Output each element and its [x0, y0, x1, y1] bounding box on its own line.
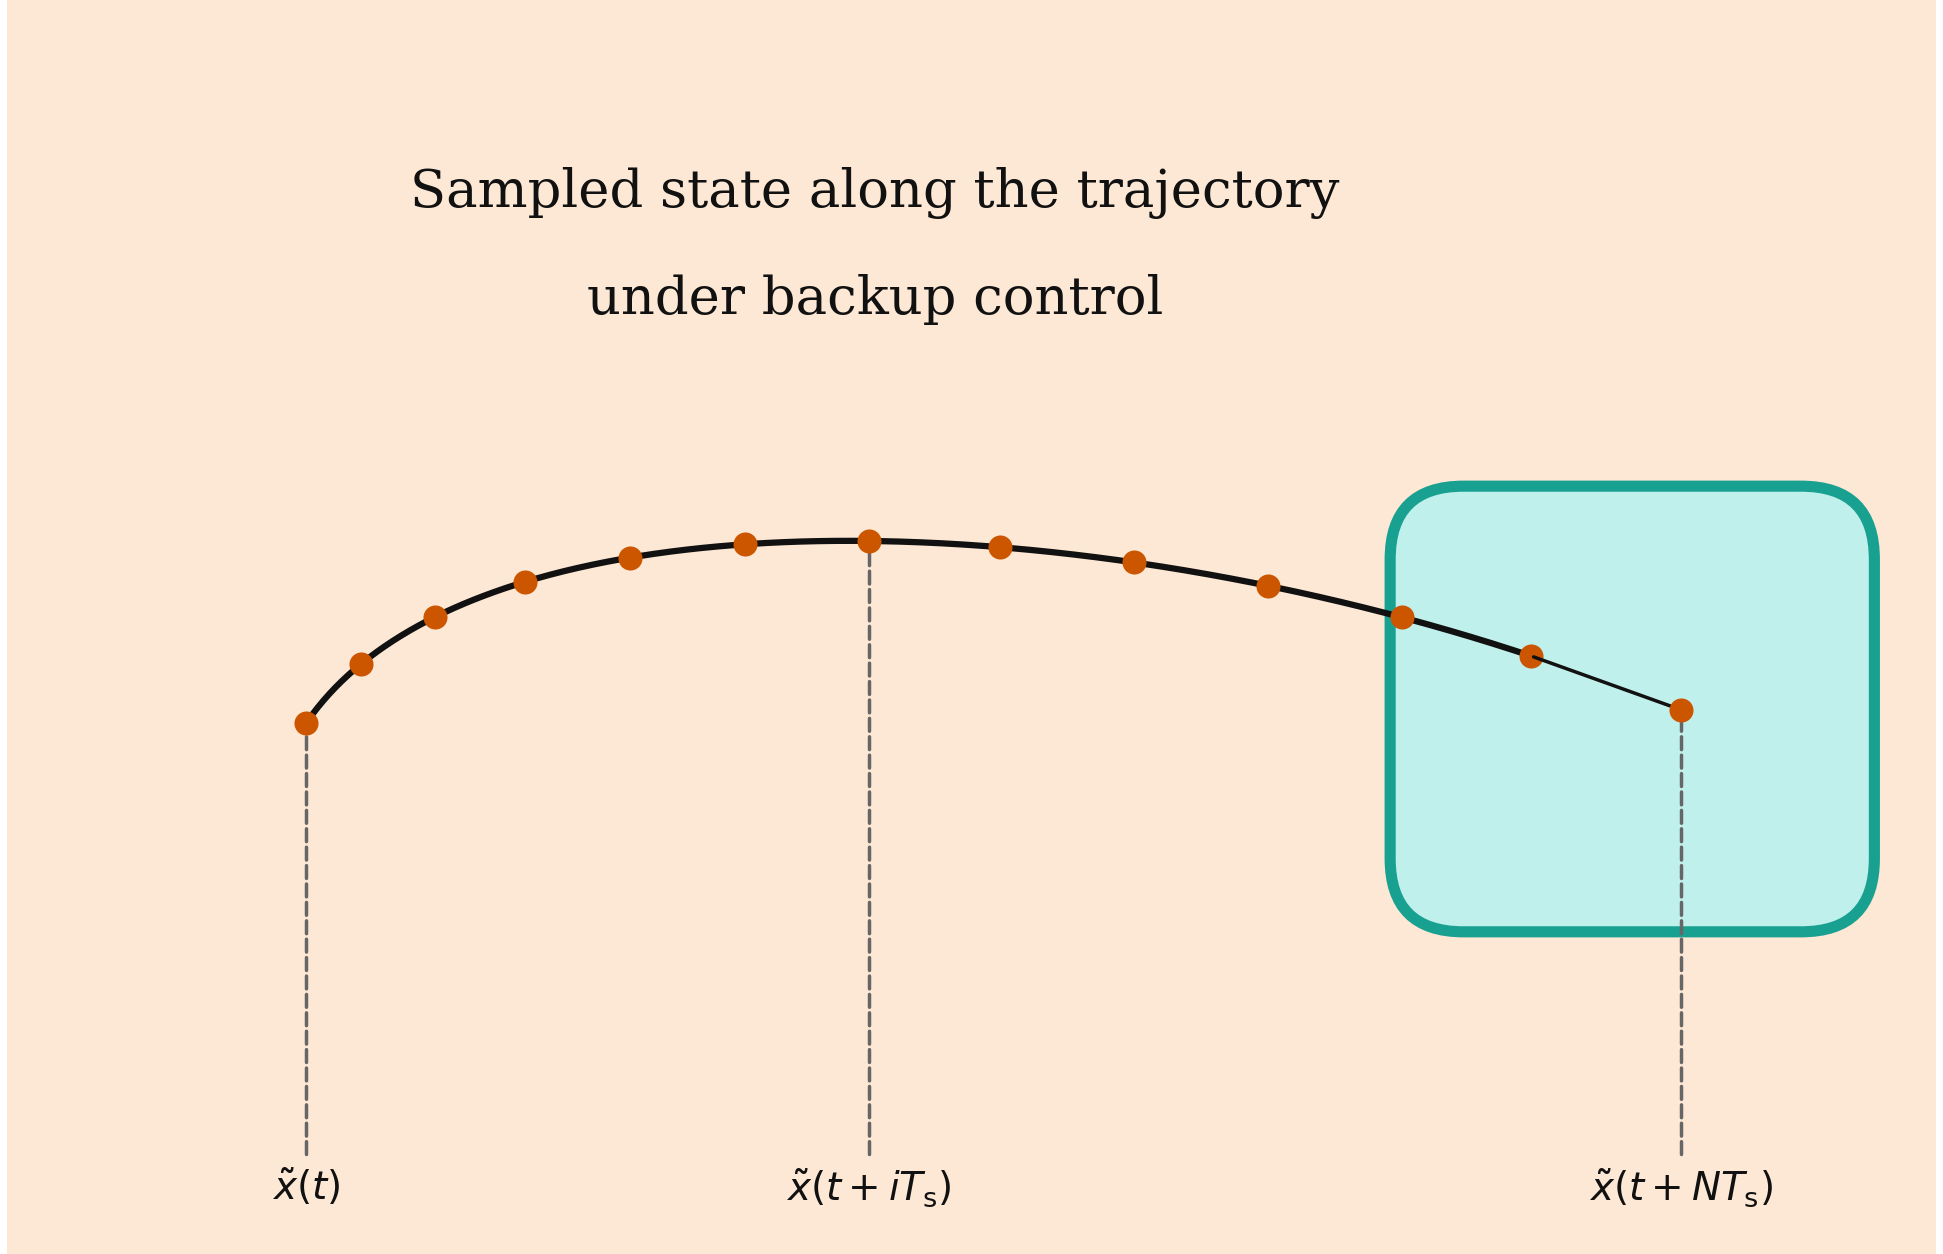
Text: Sampled state along the trajectory: Sampled state along the trajectory [410, 167, 1341, 219]
FancyBboxPatch shape [1389, 487, 1875, 932]
Point [1516, 646, 1547, 666]
Point [1117, 552, 1148, 572]
Point [729, 534, 760, 554]
Point [509, 572, 540, 592]
Point [420, 607, 451, 627]
Point [346, 655, 377, 675]
Point [853, 530, 884, 551]
Point [1385, 607, 1416, 627]
Point [1665, 700, 1696, 720]
FancyBboxPatch shape [14, 6, 1929, 1248]
Point [614, 548, 645, 568]
Point [290, 714, 321, 734]
Text: under backup control: under backup control [587, 273, 1164, 325]
Point [1253, 576, 1284, 596]
Text: $\tilde{x}(t + iT_{\mathrm{s}})$: $\tilde{x}(t + iT_{\mathrm{s}})$ [787, 1167, 952, 1209]
Point [983, 537, 1014, 557]
Text: $\tilde{x}(t)$: $\tilde{x}(t)$ [272, 1167, 340, 1208]
Text: $\tilde{x}(t + NT_{\mathrm{s}})$: $\tilde{x}(t + NT_{\mathrm{s}})$ [1589, 1167, 1774, 1209]
